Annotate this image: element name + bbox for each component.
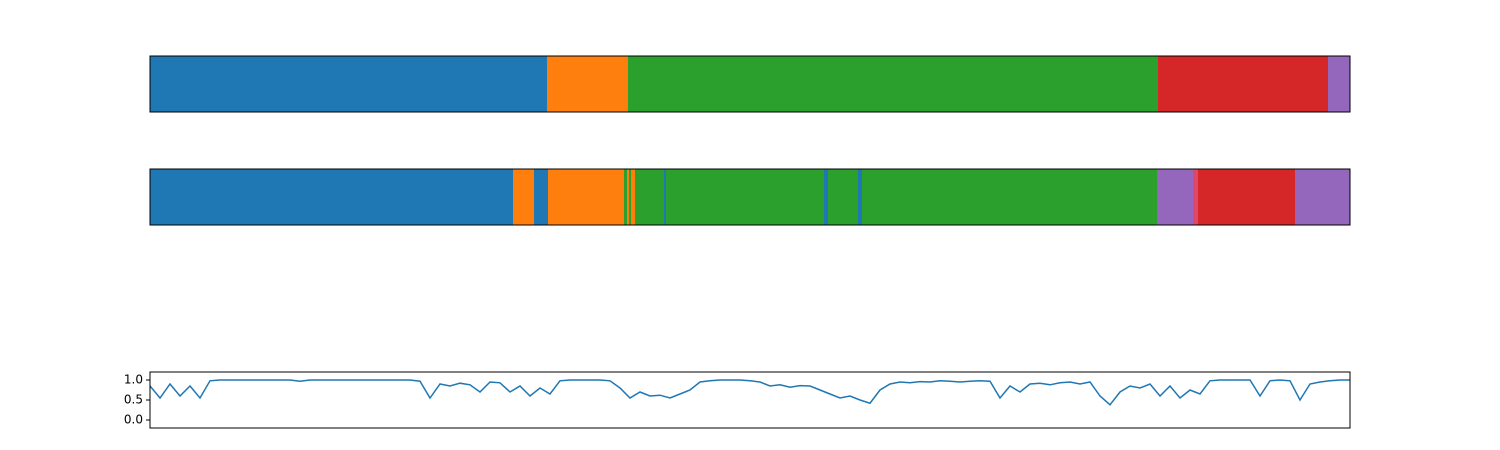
segment	[858, 169, 862, 225]
segment	[1193, 169, 1198, 225]
segment	[862, 169, 1157, 225]
segment	[1158, 56, 1328, 112]
segment	[150, 56, 547, 112]
segment	[635, 169, 664, 225]
axes-frame	[149, 371, 1351, 429]
segment	[1328, 56, 1350, 112]
segment	[629, 169, 631, 225]
segment	[828, 169, 858, 225]
segment	[627, 169, 629, 225]
segment	[548, 169, 624, 225]
segment	[624, 169, 627, 225]
segment	[824, 169, 828, 225]
segment	[664, 169, 666, 225]
segment	[628, 56, 1158, 112]
segment	[547, 56, 628, 112]
line	[150, 379, 1350, 406]
segment	[150, 169, 513, 225]
y-tick-label: 1.0	[124, 373, 143, 387]
segment	[1198, 169, 1295, 225]
segment	[1157, 169, 1193, 225]
y-tick-label: 0.0	[124, 413, 143, 427]
segment	[1295, 169, 1350, 225]
segment	[666, 169, 824, 225]
segment	[534, 169, 548, 225]
axes-frame	[149, 55, 1351, 113]
segment	[631, 169, 635, 225]
segment	[513, 169, 534, 225]
axes-frame	[149, 168, 1351, 226]
y-tick-label: 0.5	[124, 393, 143, 407]
